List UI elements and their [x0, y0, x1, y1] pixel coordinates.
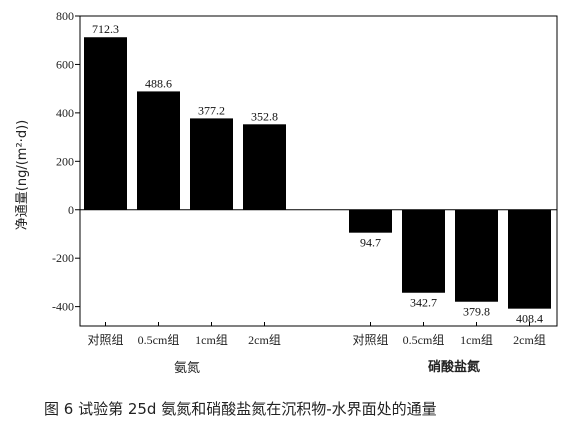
- bar: [455, 209, 498, 302]
- data-label: 712.3: [92, 22, 119, 36]
- y-tick-label: 0: [68, 203, 74, 217]
- bar: [243, 124, 286, 210]
- group-label-nitrate: 硝酸盐氮: [428, 359, 480, 375]
- data-label: 352.8: [251, 109, 278, 123]
- x-category-label: 2cm组: [513, 333, 546, 347]
- y-tick-label: 600: [56, 57, 74, 71]
- data-label: 342.7: [410, 296, 437, 310]
- y-tick-label: 400: [56, 106, 74, 120]
- data-label: 379.8: [463, 305, 490, 319]
- bar: [137, 91, 180, 210]
- y-tick-label: 800: [56, 9, 74, 23]
- x-category-label: 2cm组: [248, 333, 281, 347]
- bar: [349, 209, 392, 233]
- plot-area: -400 -200 0 200 400 600 800 712.3 对照组 488.6 0.5cm组…: [52, 9, 558, 347]
- bar: [190, 118, 233, 210]
- data-label: 377.2: [198, 103, 225, 117]
- plot-frame: [79, 15, 558, 327]
- bar: [508, 209, 551, 309]
- y-axis-label: 净通量(ng/(m²·d)): [15, 120, 30, 230]
- x-category-label: 1cm组: [460, 333, 493, 347]
- x-category-label: 0.5cm组: [403, 333, 445, 347]
- data-label: 408.4: [516, 312, 543, 326]
- x-category-label: 1cm组: [195, 333, 228, 347]
- data-label: 94.7: [360, 236, 381, 250]
- y-tick-label: 200: [56, 154, 74, 168]
- x-category-label: 对照组: [352, 333, 388, 347]
- y-tick-label: -200: [52, 251, 74, 265]
- y-tick-label: -400: [52, 300, 74, 314]
- x-category-label: 对照组: [87, 333, 123, 347]
- x-category-label: 0.5cm组: [138, 333, 180, 347]
- figure-caption: 图 6 试验第 25d 氨氮和硝酸盐氮在沉积物-水界面处的通量: [44, 400, 437, 418]
- bar: [84, 37, 127, 210]
- bar: [402, 209, 445, 293]
- data-label: 488.6: [145, 76, 172, 90]
- group-label-ammonia: 氨氮: [174, 361, 200, 376]
